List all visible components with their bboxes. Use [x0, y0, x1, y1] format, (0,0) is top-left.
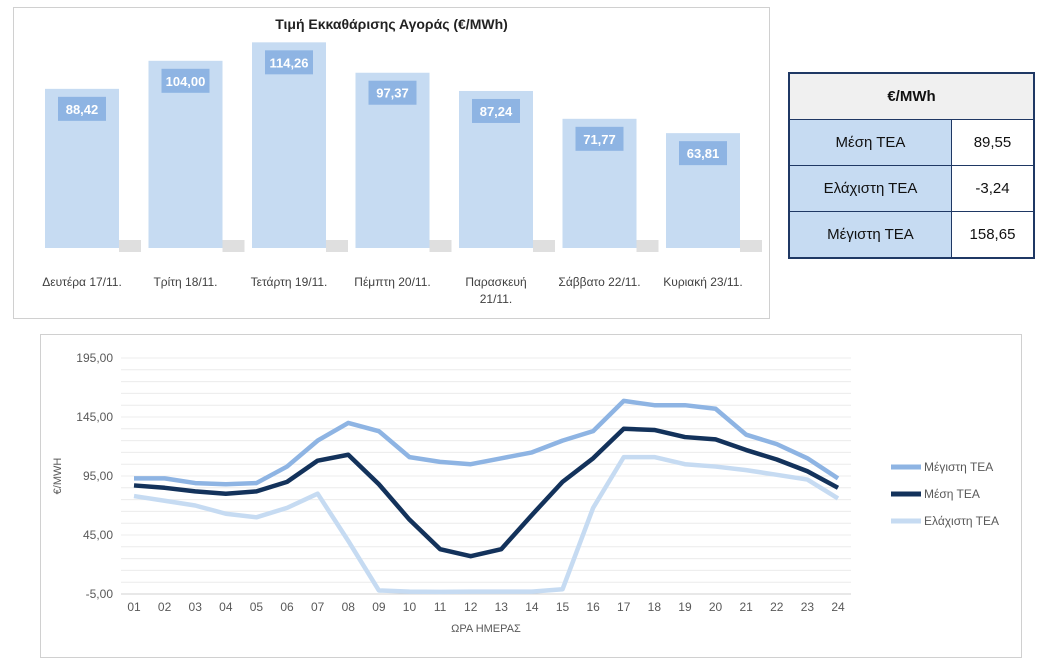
x-axis-title: ΩΡΑ ΗΜΕΡΑΣ [451, 623, 521, 635]
category-label: Τετάρτη 19/11. [251, 275, 328, 289]
y-tick-label: 95,00 [83, 469, 113, 483]
bar-shadow [429, 240, 452, 252]
bar-shadow [533, 240, 555, 252]
data-label-box [368, 80, 417, 105]
bar-shadow [636, 240, 659, 252]
category-label: Δευτέρα 17/11. [42, 275, 122, 289]
bar-shadow [222, 240, 245, 252]
x-tick-label: 11 [434, 600, 447, 614]
x-tick-label: 22 [770, 600, 784, 614]
data-label: 104,00 [166, 74, 206, 89]
x-tick-label: 12 [464, 600, 478, 614]
x-tick-label: 03 [189, 600, 203, 614]
x-tick-label: 13 [495, 600, 509, 614]
row-value: 89,55 [950, 119, 1035, 166]
x-tick-label: 10 [403, 600, 417, 614]
hourly-price-line-chart: 195,00 145,00 95,00 45,00 -5,00 01 02 03 04 05 06 0… [40, 334, 1022, 658]
x-tick-label: 16 [586, 600, 600, 614]
bar [252, 42, 326, 248]
category-label: 21/11. [480, 292, 512, 306]
daily-price-bar-chart: 88,42 Δευτέρα 17/11. 104,00 Τρίτη 18/11. 114… [13, 7, 770, 319]
data-label-box [265, 50, 313, 75]
data-label-box [575, 126, 624, 151]
table-row: Ελάχιστη ΤΕΑ -3,24 [788, 165, 1035, 212]
data-label: 114,26 [269, 55, 308, 70]
series-line-1 [133, 426, 840, 559]
legend-label: Μέγιστη ΤΕΑ [924, 460, 993, 474]
row-label: Μέση ΤΕΑ [788, 119, 952, 166]
line-chart-plot: 195,00 145,00 95,00 45,00 -5,00 01 02 03 04 05 06 0… [52, 351, 999, 635]
data-label: 71,77 [583, 132, 616, 147]
legend-label: Ελάχιστη ΤΕΑ [924, 514, 999, 528]
bar-shadow [119, 240, 141, 252]
y-tick-label: 145,00 [76, 410, 113, 424]
data-label: 97,37 [376, 86, 409, 101]
x-tick-label: 09 [372, 600, 386, 614]
x-tick-label: 17 [617, 600, 631, 614]
data-label-box [161, 68, 210, 93]
x-tick-label: 01 [127, 600, 141, 614]
x-tick-label: 23 [801, 600, 815, 614]
bar-shadow [740, 240, 762, 252]
x-tick-label: 18 [648, 600, 662, 614]
category-label: Παρασκευή [465, 275, 526, 289]
data-label-box [472, 98, 520, 123]
bar-shadow [326, 240, 348, 252]
x-tick-label: 19 [678, 600, 692, 614]
series-line-2 [133, 454, 840, 595]
y-tick-label: 195,00 [76, 351, 113, 365]
category-label: Κυριακή 23/11. [663, 275, 742, 289]
row-value: 158,65 [950, 211, 1035, 259]
category-label: Σάββατο 22/11. [558, 275, 640, 289]
y-tick-label: 45,00 [83, 528, 113, 542]
row-label: Μέγιστη ΤΕΑ [788, 211, 952, 259]
bar-chart-title: Τιμή Εκκαθάρισης Αγοράς (€/MWh) [275, 16, 508, 32]
x-tick-label: 08 [342, 600, 356, 614]
x-tick-label: 24 [831, 600, 845, 614]
category-label: Πέμπτη 20/11. [354, 275, 430, 289]
table-header: €/MWh [788, 72, 1035, 120]
x-tick-label: 07 [311, 600, 325, 614]
y-tick-label: -5,00 [86, 587, 114, 601]
data-label-box [679, 141, 727, 166]
x-tick-label: 05 [250, 600, 264, 614]
data-label: 88,42 [66, 102, 99, 117]
x-tick-label: 02 [158, 600, 172, 614]
series-line-0 [134, 398, 840, 487]
row-label: Ελάχιστη ΤΕΑ [788, 165, 952, 212]
table-row: Μέση ΤΕΑ 89,55 [788, 119, 1035, 166]
price-summary-table: €/MWh Μέση ΤΕΑ 89,55 Ελάχιστη ΤΕΑ -3,24 Μέ… [788, 72, 1035, 259]
y-axis-title: €/MWH [52, 458, 64, 495]
legend-label: Μέση ΤΕΑ [924, 487, 980, 501]
data-label: 87,24 [480, 104, 513, 119]
x-tick-label: 20 [709, 600, 723, 614]
bar-chart-plot: 88,42 Δευτέρα 17/11. 104,00 Τρίτη 18/11. 114… [42, 42, 762, 306]
category-label: Τρίτη 18/11. [153, 275, 217, 289]
x-tick-label: 04 [219, 600, 233, 614]
row-value: -3,24 [950, 165, 1035, 212]
x-tick-label: 06 [280, 600, 294, 614]
x-tick-label: 15 [556, 600, 570, 614]
data-label-box [58, 96, 106, 121]
data-label: 63,81 [687, 146, 720, 161]
x-tick-label: 14 [525, 600, 539, 614]
x-tick-label: 21 [739, 600, 753, 614]
table-row: Μέγιστη ΤΕΑ 158,65 [788, 211, 1035, 259]
